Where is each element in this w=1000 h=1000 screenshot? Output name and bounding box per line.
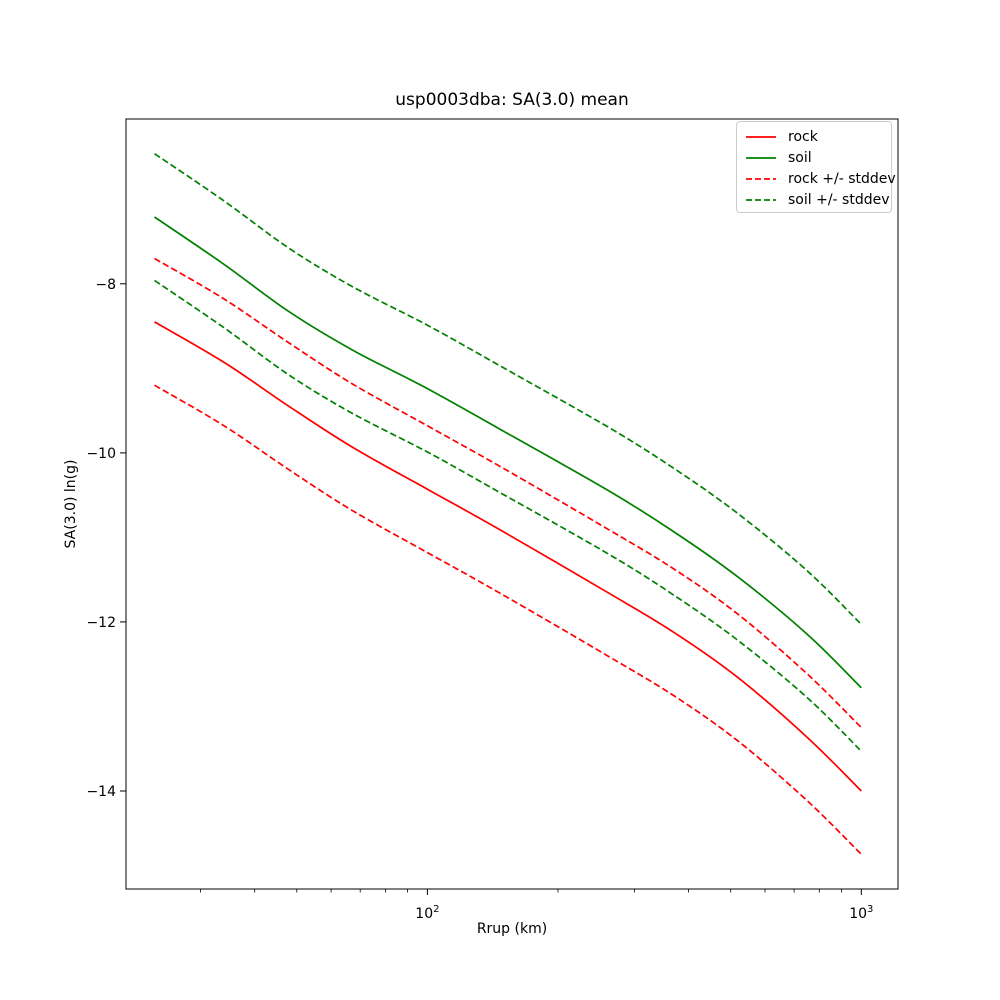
x-tick-label: 103 xyxy=(849,904,873,922)
legend-label-soil-stddev: soil +/- stddev xyxy=(788,191,890,208)
legend-label-rock-stddev: rock +/- stddev xyxy=(788,170,896,187)
data-series xyxy=(154,152,862,855)
legend-item-rock: rock xyxy=(737,126,891,147)
axes-spines xyxy=(125,118,899,890)
series-soil-stddev-upper-line xyxy=(154,152,862,626)
legend-line-soil-stddev-icon xyxy=(746,198,776,201)
legend-item-soil-stddev: soil +/- stddev xyxy=(737,189,891,210)
y-axis-ticks: −8 −10 −12 −14 xyxy=(86,277,126,800)
axes-frame xyxy=(125,118,899,890)
series-soil-stddev-lower-line xyxy=(154,279,862,752)
legend-item-soil: soil xyxy=(737,147,891,168)
legend-label-soil: soil xyxy=(788,149,812,166)
x-tick-label: 102 xyxy=(415,904,439,922)
x-axis-label: Rrup (km) xyxy=(476,921,548,937)
x-axis-ticks: 102 103 xyxy=(200,889,873,922)
y-tick-label: −14 xyxy=(86,784,116,800)
series-rock-stddev-lower-line xyxy=(154,384,862,855)
legend-line-rock-stddev-icon xyxy=(746,177,776,180)
legend-line-soil-icon xyxy=(746,156,776,159)
series-rock-line xyxy=(154,321,862,792)
y-tick-label: −10 xyxy=(86,446,116,462)
legend-line-rock-icon xyxy=(746,135,776,138)
y-tick-label: −8 xyxy=(95,277,116,293)
y-tick-label: −12 xyxy=(86,615,116,631)
legend-item-rock-stddev: rock +/- stddev xyxy=(737,168,896,189)
chart-title: usp0003dba: SA(3.0) mean xyxy=(395,90,629,110)
series-soil-line xyxy=(154,216,862,689)
legend: rock soil rock +/- stddev soil +/- stdde… xyxy=(736,121,896,213)
series-rock-stddev-upper-line xyxy=(154,257,862,729)
legend-label-rock: rock xyxy=(788,128,818,145)
